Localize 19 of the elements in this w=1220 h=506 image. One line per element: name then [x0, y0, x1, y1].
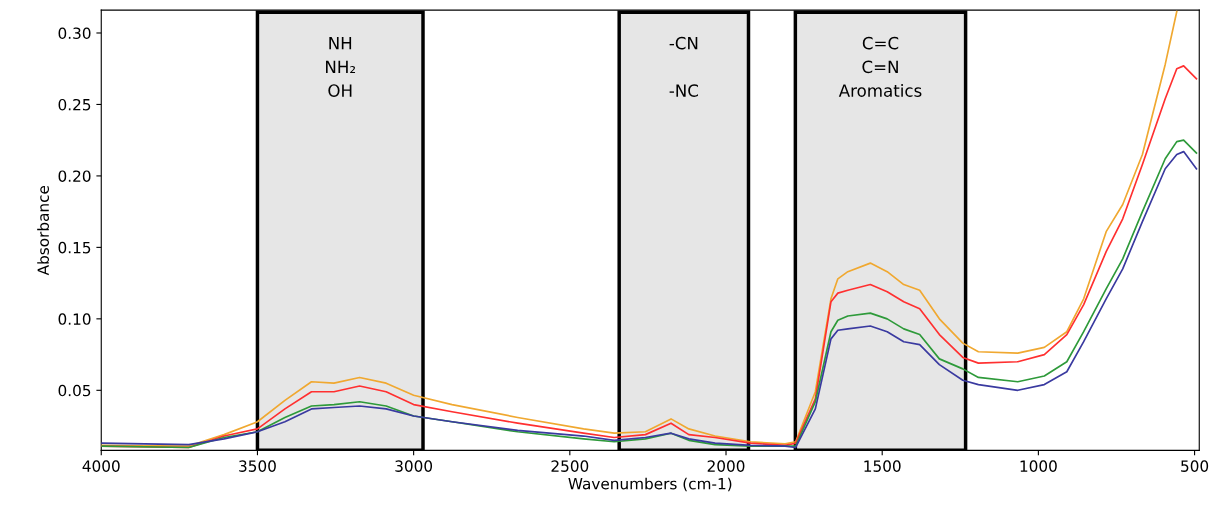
x-tick-label: 3500 [239, 460, 276, 472]
y-tick-label: 0.05 [58, 384, 91, 397]
y-tick-label: 0.10 [58, 313, 91, 325]
text: -CN -NC [669, 36, 698, 97]
y-tick-label: 0.30 [58, 27, 91, 40]
x-tick-label: 4000 [82, 460, 120, 472]
x-tick-label: 1000 [1020, 460, 1057, 472]
x-tick-label: 500 [1181, 460, 1209, 472]
band-label: C=C C=N Aromatics [838, 36, 922, 97]
x-tick-label: 2500 [551, 460, 589, 472]
x-axis-title: Wavenumbers (cm-1) [568, 477, 732, 492]
y-tick-label: 0.25 [58, 98, 91, 111]
y-axis-title: Absorbance [37, 185, 50, 276]
x-tick-label: 1500 [864, 460, 901, 472]
y-tick-label: 0.15 [58, 241, 91, 254]
x-tick-label: 2000 [707, 460, 745, 472]
x-tick-label: 3000 [395, 460, 433, 472]
y-tick-label: 0.20 [58, 170, 91, 182]
band-label: NH NH₂ OH [326, 37, 356, 97]
